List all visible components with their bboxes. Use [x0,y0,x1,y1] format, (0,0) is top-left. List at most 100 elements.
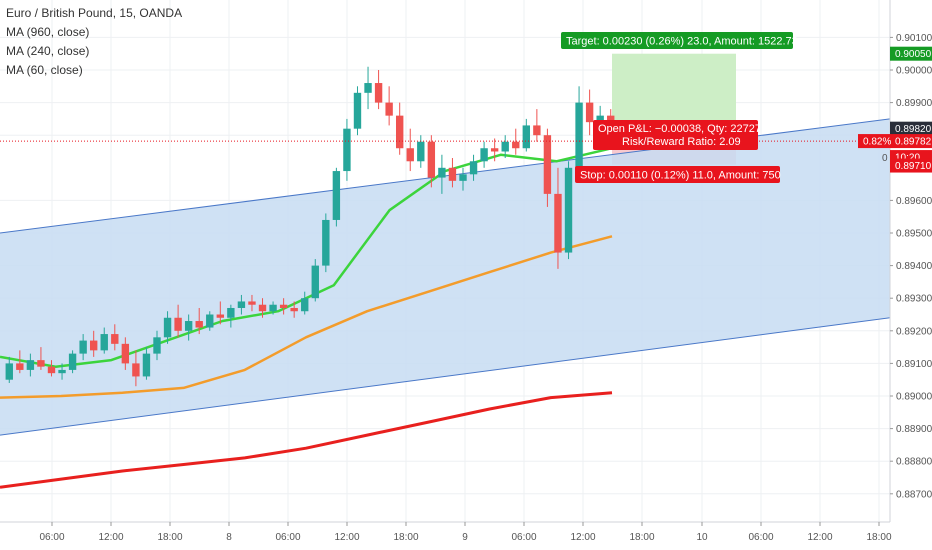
candle-body [16,363,24,370]
candle-body [417,141,425,162]
risk-reward-text: Risk/Reward Ratio: 2.09 [622,136,741,148]
candle-body [459,174,467,181]
target-zone [612,53,736,129]
time-axis-bg [0,522,932,550]
candle-body [374,83,383,103]
time-tick-label: 06:00 [39,532,64,543]
stop-badge[interactable]: Stop: 0.00110 (0.12%) 11.0, Amount: 750 [575,166,781,183]
price-axis[interactable]: 0.901000.900000.899000.898000.896000.895… [889,0,932,550]
stop-price-tag-text: 0.89710 [895,161,932,172]
price-tick-label: 0.89900 [896,98,932,109]
symbol-title[interactable]: Euro / British Pound, 15, OANDA [6,6,183,20]
candle-body [142,353,151,377]
target-badge[interactable]: Target: 0.00230 (0.26%) 23.0, Amount: 15… [561,32,798,49]
time-tick-label: 12:00 [98,532,123,543]
candle-body [395,115,404,149]
time-tick-label: 12:00 [807,532,832,543]
candle-body [68,353,77,370]
candle-body [111,334,119,344]
candle-body [501,141,509,152]
candle-body [248,301,256,305]
partial-axis-label: 0 [882,153,888,164]
candle-body [174,317,182,331]
candle-body [195,321,203,328]
candle-body [301,298,309,312]
candle-body [26,360,35,370]
candle-body [543,135,552,194]
time-axis[interactable]: 06:00 12:00 18:00 8 06:00 12:00 18:00 9 06:00 12:… [0,521,932,550]
candle-body [100,334,108,351]
stop-badge-text: Stop: 0.00110 (0.12%) 11.0, Amount: 750 [580,170,781,182]
price-tick-label: 0.89100 [896,359,932,370]
candle-body [522,125,531,149]
candle-body [227,307,235,318]
stop-price-tag: 0.89710 [890,158,932,173]
time-tick-label: 18:00 [866,532,891,543]
candle-body [353,92,362,129]
price-tick-label: 0.88700 [896,489,932,500]
open-pnl-badge[interactable]: Open P&L: −0.00038, Qty: 227272 Risk/Rew… [593,120,767,150]
candle-body [279,304,288,308]
legend-ma-960[interactable]: MA (960, close) [6,25,90,39]
candle-body [406,148,414,162]
candle-body [490,148,499,152]
current-price-tag: 0.89782 0.82% [858,134,932,149]
candle-body [258,304,267,312]
price-tick-label: 0.89500 [896,229,932,240]
price-tick-label: 0.90000 [896,66,932,77]
candle-body [585,102,594,123]
time-tick-label: 06:00 [275,532,300,543]
candle-body [237,301,246,308]
candle-body [533,125,541,136]
time-tick-label: 8 [226,532,232,543]
candle-body [480,148,488,162]
time-tick-label: 10 [696,532,708,543]
ma-240-line [0,235,613,399]
time-tick-label: 9 [462,532,468,543]
candle-body [163,317,172,338]
time-tick-label: 06:00 [511,532,536,543]
candle-body [153,337,161,354]
channel-fill [0,118,890,436]
candle-body [5,363,13,380]
current-percent-tag-text: 0.82% [863,137,891,148]
legend-ma-60[interactable]: MA (60, close) [6,63,83,77]
price-tick-label: 0.89600 [896,196,932,207]
entry-price-tag-text: 0.89820 [895,124,932,135]
price-tick-label: 0.88900 [896,424,932,435]
candle-body [554,193,562,253]
candle-body [311,265,319,299]
candle-body [332,171,341,220]
target-price-tag: 0.90050 [890,46,932,61]
candle-body [575,102,583,168]
candle-body [322,219,330,266]
countdown-tag-text: 10:20 [895,153,920,164]
price-tick-label: 0.90100 [896,33,932,44]
candle-body [564,167,573,253]
candle-body [37,360,45,367]
candle-body [427,141,436,178]
time-tick-label: 06:00 [748,532,773,543]
price-tick-label: 0.89000 [896,392,932,403]
price-axis-bg [890,0,932,550]
open-pnl-text: Open P&L: −0.00038, Qty: 227272 [598,123,767,135]
time-tick-label: 18:00 [629,532,654,543]
candle-body [216,314,225,318]
candle-body [385,102,393,116]
candle-body [121,343,130,364]
candle-body [89,340,98,351]
candle-body [343,128,351,172]
price-tick-label: 0.89200 [896,326,932,337]
candle-body [512,141,520,149]
time-tick-label: 12:00 [334,532,359,543]
channel-lower-line [0,317,891,436]
entry-price-tag: 0.89820 [890,121,932,136]
time-tick-label: 18:00 [393,532,418,543]
legend-ma-240[interactable]: MA (240, close) [6,44,90,58]
candle-body [132,363,140,377]
target-badge-text: Target: 0.00230 (0.26%) 23.0, Amount: 15… [566,36,798,48]
price-tick-label: 0.89400 [896,261,932,272]
candle-body [469,161,478,175]
